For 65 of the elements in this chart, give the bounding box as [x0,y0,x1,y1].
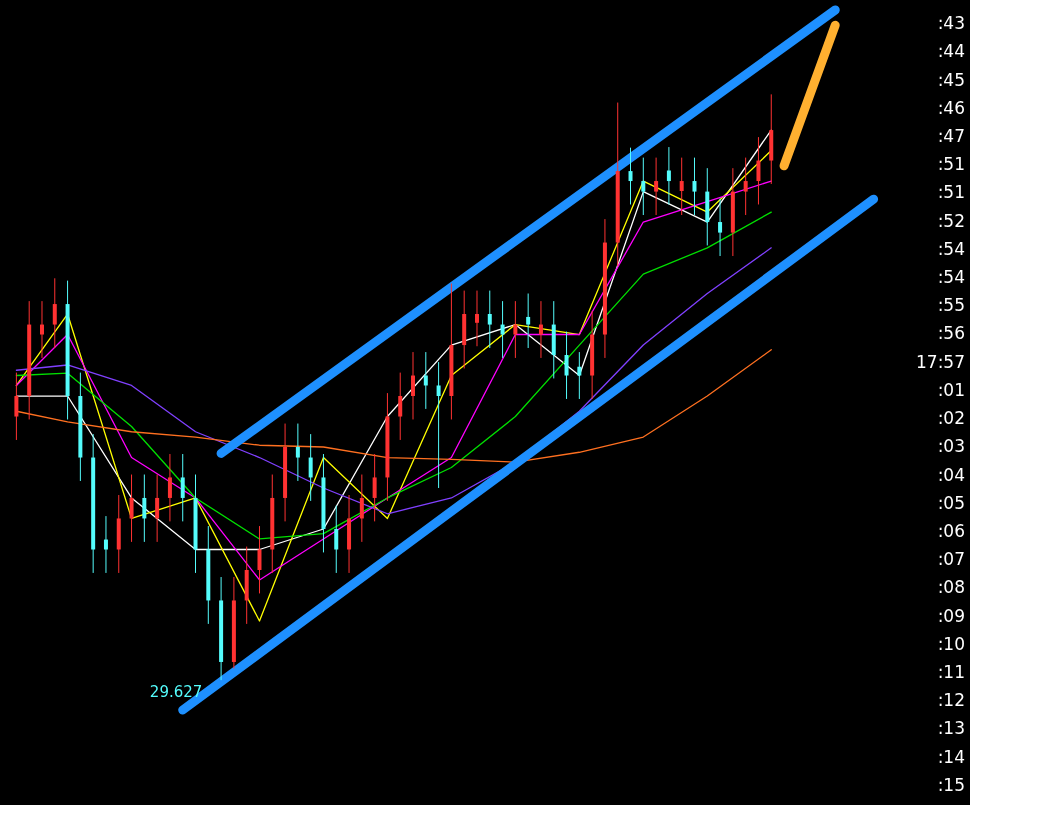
text: :45 [937,69,965,90]
text: :13 [937,718,965,739]
candlestick [500,300,505,359]
candlestick [155,474,160,543]
candlestick [167,453,172,522]
text: :06 [937,520,965,541]
candlestick [180,453,185,522]
text: :54 [937,267,965,288]
text: :51 [937,182,965,203]
text: :55 [937,295,965,316]
text: :02 [937,408,965,429]
candlestick [538,300,543,359]
candlestick [692,157,697,216]
candlestick [334,505,339,574]
candlestick [628,147,633,205]
candlestick [308,433,313,502]
candlestick [526,293,531,349]
text: :43 [937,13,965,34]
candlestick [52,277,57,349]
text: :11 [937,662,965,683]
text: :56 [937,323,965,344]
text: :04 [937,464,965,485]
candlestick [654,157,659,216]
candlestick [411,351,416,420]
text: :52 [937,210,965,231]
text: :07 [937,549,965,570]
candlestick [474,290,479,347]
text: :54 [937,238,965,259]
candlestick [679,157,684,216]
candlestick [372,453,377,522]
text: 29.627 [149,683,203,702]
candlestick [577,351,582,400]
candlestick [39,300,44,359]
candlestick [513,300,518,359]
text: :46 [937,97,965,118]
candlestick [257,525,262,594]
candlestick [103,515,108,574]
candlestick [436,361,441,489]
text: :08 [937,577,965,598]
text: 17:57 [916,351,965,372]
candlestick [564,331,569,400]
text: :14 [937,746,965,767]
candlestick [423,351,428,410]
candlestick [743,157,748,216]
candlestick [142,474,147,543]
candlestick [295,423,300,482]
text: :51 [937,154,965,175]
text: :05 [937,492,965,513]
text: :09 [937,605,965,626]
text: :12 [937,690,965,711]
text: :15 [937,774,965,795]
text: :47 [937,125,965,146]
text: :44 [937,41,965,62]
candlestick [14,372,19,441]
candlestick [718,198,723,257]
text: :01 [937,379,965,400]
candlestick [359,474,364,543]
candlestick [641,157,646,216]
text: :03 [937,436,965,457]
candlestick [487,290,492,349]
candlestick [398,372,403,441]
candlestick [666,146,671,205]
candlestick [129,474,134,543]
text: :10 [937,633,965,654]
candlestick [756,136,761,205]
